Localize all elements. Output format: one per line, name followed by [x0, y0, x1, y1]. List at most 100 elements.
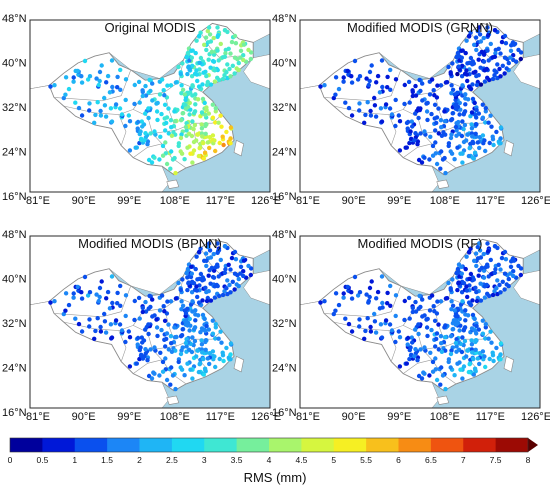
station-point [93, 328, 98, 334]
station-point [216, 58, 221, 63]
station-point [499, 39, 505, 45]
station-point [216, 33, 221, 38]
station-point [210, 102, 215, 107]
station-point [190, 335, 195, 340]
station-point [427, 373, 432, 378]
station-point [238, 264, 244, 269]
station-point [176, 143, 181, 149]
station-point [87, 108, 92, 113]
station-point [472, 150, 478, 155]
station-point [76, 105, 82, 111]
station-point [480, 318, 485, 323]
station-point [185, 287, 190, 293]
longitude-label: 99°E [117, 195, 141, 207]
station-point [479, 265, 484, 271]
station-point [498, 267, 503, 272]
station-point [132, 82, 137, 88]
station-point [457, 328, 462, 333]
station-point [460, 376, 465, 381]
station-point [87, 324, 92, 329]
station-point [467, 60, 472, 65]
station-point [488, 113, 493, 118]
station-point [380, 84, 385, 90]
station-point [420, 297, 425, 302]
station-point [482, 354, 487, 359]
station-point [190, 119, 195, 124]
station-point [439, 125, 444, 130]
station-point [498, 141, 503, 146]
station-point [140, 93, 145, 99]
station-point [502, 71, 507, 76]
station-point [455, 361, 460, 366]
station-point [503, 257, 509, 262]
station-point [454, 54, 459, 60]
colorbar: 0 0.5 1 1.5 2 2.5 3 3.5 4 4.5 5 5.5 6 6.5 7 7.5 8 RMS (mm… [8, 437, 538, 485]
station-point [487, 293, 492, 299]
station-point [465, 348, 470, 353]
station-point [182, 102, 188, 108]
station-point [213, 109, 218, 114]
station-point [143, 131, 148, 136]
station-point [61, 95, 66, 101]
station-point [452, 308, 457, 313]
station-point [416, 331, 421, 337]
station-point [71, 75, 76, 80]
station-point [495, 62, 500, 67]
station-point [454, 344, 459, 349]
map-panel-original: Original MODIS 48°N 40°N 32°N 24°N 16°N 81°E 90… [2, 13, 281, 207]
longitude-label: 81°E [296, 411, 320, 423]
station-point [446, 280, 451, 286]
station-point [168, 382, 173, 387]
station-point [357, 101, 362, 106]
station-point [407, 140, 412, 146]
station-point [201, 156, 206, 161]
station-point [477, 361, 482, 367]
station-point [79, 74, 84, 79]
station-point [478, 65, 483, 70]
station-point [375, 289, 381, 295]
station-point [364, 76, 369, 81]
station-point [63, 308, 68, 313]
province-border [448, 81, 473, 93]
station-point [208, 255, 214, 260]
colorbar-frame [9, 437, 529, 453]
station-point [199, 326, 205, 331]
station-point [232, 249, 238, 255]
station-point [352, 58, 358, 64]
station-point [228, 51, 233, 56]
station-point [152, 129, 157, 134]
station-point [206, 327, 211, 332]
station-point [85, 77, 91, 82]
station-point [184, 128, 189, 133]
station-point [380, 300, 385, 306]
station-point [443, 132, 448, 137]
station-point [203, 122, 209, 127]
colorbar-extend-arrow [528, 438, 538, 452]
station-point [498, 125, 504, 130]
station-point [471, 356, 476, 362]
station-point [221, 142, 226, 148]
latitude-label: 48°N [272, 13, 297, 25]
colorbar-tick-label: 6.5 [425, 455, 437, 465]
station-point [203, 69, 208, 75]
map-panel-grnn: Modified MODIS (GRNN) 48°N 40°N 32°N 24°N 16°… [272, 13, 550, 207]
station-point [410, 309, 415, 315]
station-point [63, 291, 69, 296]
station-point [87, 290, 93, 295]
station-point [413, 93, 419, 98]
station-point [104, 80, 109, 85]
station-point [465, 294, 470, 300]
station-point [228, 125, 234, 130]
station-point [185, 361, 190, 366]
station-point [118, 303, 123, 308]
station-point [448, 351, 454, 357]
station-point [66, 302, 72, 308]
station-point [211, 251, 216, 257]
station-point [407, 356, 412, 362]
colorbar-tick-label: 1.5 [101, 455, 113, 465]
station-point [463, 266, 468, 272]
province-border [178, 81, 203, 93]
station-point [198, 271, 204, 277]
station-point [71, 79, 76, 84]
panel-title: Modified MODIS (BPNN) [78, 236, 222, 251]
